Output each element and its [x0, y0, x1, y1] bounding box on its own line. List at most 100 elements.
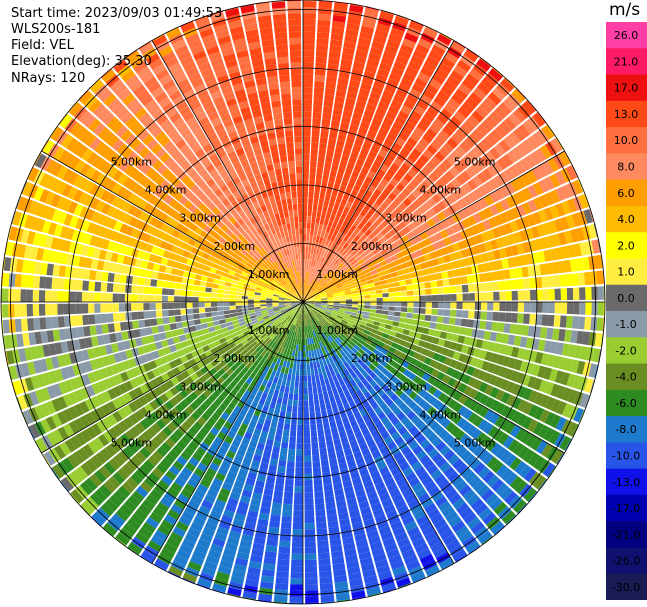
- velocity-gate: [303, 418, 310, 425]
- velocity-gate: [421, 348, 430, 357]
- velocity-gate: [471, 110, 485, 123]
- velocity-gate: [314, 315, 320, 321]
- velocity-gate: [285, 411, 292, 419]
- velocity-gate: [337, 262, 344, 269]
- velocity-gate: [95, 270, 103, 281]
- velocity-gate: [286, 374, 292, 381]
- velocity-gate: [379, 359, 388, 368]
- velocity-gate: [337, 313, 344, 318]
- velocity-gate: [351, 392, 359, 401]
- velocity-gate: [353, 164, 362, 173]
- velocity-gate: [303, 277, 306, 284]
- velocity-gate: [309, 411, 316, 419]
- velocity-gate: [363, 453, 373, 463]
- velocity-gate: [355, 456, 365, 466]
- velocity-gate: [511, 89, 526, 104]
- velocity-gate: [459, 326, 467, 336]
- velocity-gate: [412, 537, 426, 549]
- velocity-gate: [417, 320, 425, 327]
- velocity-gate: [472, 274, 481, 283]
- velocity-gate: [405, 66, 419, 77]
- velocity-gate: [492, 311, 500, 322]
- velocity-gate: [426, 186, 436, 197]
- velocity-gate: [449, 341, 458, 351]
- velocity-gate: [465, 73, 480, 86]
- velocity-gate: [217, 293, 224, 298]
- velocity-gate: [364, 7, 379, 17]
- velocity-gate: [330, 119, 340, 128]
- velocity-gate: [309, 318, 313, 325]
- velocity-gate: [369, 124, 380, 134]
- velocity-gate: [399, 383, 409, 392]
- velocity-gate: [342, 282, 349, 287]
- velocity-gate: [321, 465, 330, 473]
- velocity-gate: [504, 246, 513, 258]
- velocity-gate: [524, 154, 537, 169]
- velocity-gate: [403, 99, 416, 110]
- velocity-gate: [340, 436, 349, 445]
- velocity-gate: [304, 473, 313, 481]
- velocity-gate: [441, 505, 455, 518]
- velocity-gate: [339, 232, 346, 240]
- velocity-gate: [462, 409, 474, 420]
- velocity-gate: [468, 441, 480, 453]
- velocity-gate: [229, 298, 236, 302]
- velocity-gate: [487, 292, 494, 301]
- velocity-gate: [582, 256, 590, 271]
- velocity-gate: [415, 158, 426, 169]
- velocity-gate: [311, 310, 317, 315]
- velocity-gate: [345, 304, 353, 307]
- velocity-gate: [324, 88, 336, 96]
- velocity-gate: [368, 387, 377, 396]
- velocity-gate: [375, 289, 383, 294]
- velocity-gate: [223, 290, 231, 295]
- velocity-gate: [429, 123, 441, 134]
- velocity-gate: [433, 330, 442, 338]
- velocity-gate: [499, 486, 513, 501]
- velocity-gate: [408, 425, 419, 435]
- velocity-gate: [334, 360, 340, 368]
- velocity-gate: [356, 416, 365, 426]
- velocity-gate: [491, 478, 504, 492]
- velocity-gate: [326, 75, 337, 84]
- velocity-gate: [313, 198, 319, 205]
- velocity-gate: [521, 374, 531, 387]
- velocity-gate: [343, 361, 350, 369]
- velocity-gate: [463, 49, 479, 63]
- velocity-gate: [325, 290, 333, 295]
- velocity-gate: [352, 425, 361, 434]
- velocity-gate: [406, 231, 415, 240]
- velocity-gate: [319, 292, 326, 296]
- velocity-gate: [357, 373, 365, 382]
- velocity-gate: [372, 259, 380, 266]
- velocity-gate: [303, 259, 305, 266]
- velocity-gate: [579, 241, 588, 256]
- velocity-gate: [505, 182, 516, 195]
- velocity-gate: [387, 426, 397, 436]
- velocity-gate: [348, 465, 359, 474]
- velocity-gate: [434, 425, 445, 436]
- velocity-gate: [330, 382, 337, 390]
- velocity-gate: [309, 300, 316, 302]
- velocity-gate: [594, 332, 603, 347]
- velocity-gate: [365, 405, 374, 414]
- velocity-gate: [391, 276, 399, 283]
- velocity-gate: [376, 215, 385, 224]
- velocity-gate: [421, 327, 430, 335]
- velocity-gate: [388, 306, 396, 311]
- velocity-gate: [363, 236, 372, 244]
- velocity-gate: [394, 532, 408, 543]
- velocity-gate: [411, 83, 425, 94]
- velocity-gate: [360, 277, 368, 283]
- velocity-gate: [342, 328, 350, 335]
- velocity-gate: [235, 305, 242, 310]
- velocity-gate: [314, 282, 320, 289]
- velocity-gate: [389, 177, 399, 187]
- velocity-gate: [541, 276, 549, 288]
- velocity-gate: [303, 394, 309, 401]
- velocity-gate: [334, 581, 349, 589]
- velocity-gate: [333, 306, 340, 310]
- velocity-gate: [186, 296, 193, 302]
- velocity-gate: [558, 232, 567, 246]
- velocity-gate: [310, 368, 315, 376]
